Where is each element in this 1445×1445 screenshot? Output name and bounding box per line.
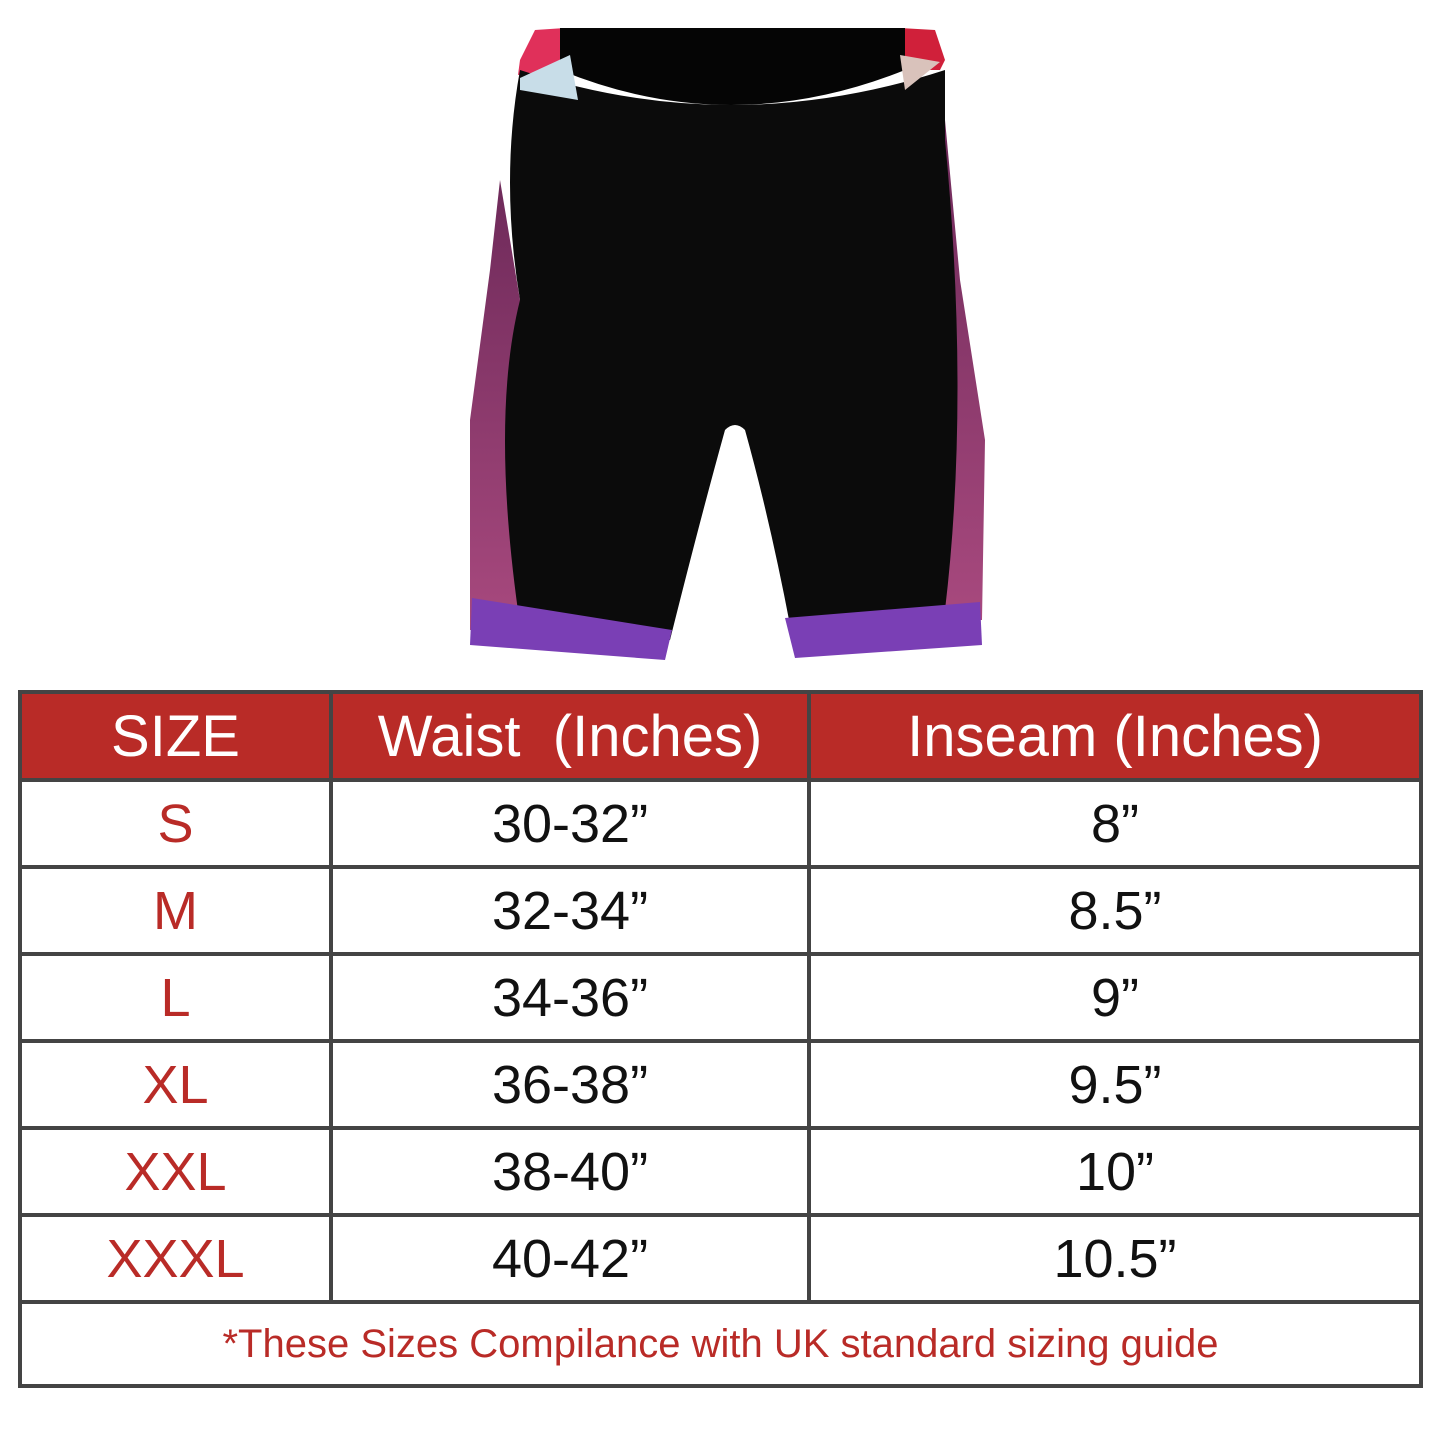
inseam-cell: 8.5” bbox=[807, 865, 1423, 956]
inseam-cell: 9.5” bbox=[807, 1039, 1423, 1130]
hem-left bbox=[470, 598, 672, 660]
header-size: SIZE bbox=[18, 690, 333, 782]
footnote-row: *These Sizes Compilance with UK standard… bbox=[18, 1300, 1423, 1388]
table-row: XXXL 40-42” 10.5” bbox=[18, 1213, 1423, 1304]
table-header-row: SIZE Waist (Inches) Inseam (Inches) bbox=[18, 690, 1423, 782]
size-cell: S bbox=[18, 778, 333, 869]
size-cell: XXL bbox=[18, 1126, 333, 1217]
side-panel-left bbox=[470, 180, 520, 630]
inseam-cell: 10.5” bbox=[807, 1213, 1423, 1304]
size-cell: L bbox=[18, 952, 333, 1043]
inseam-cell: 10” bbox=[807, 1126, 1423, 1217]
size-chart-table: SIZE Waist (Inches) Inseam (Inches) S 30-… bbox=[18, 690, 1423, 1388]
size-cell: XL bbox=[18, 1039, 333, 1130]
waist-lining-right bbox=[900, 55, 940, 90]
table-row: S 30-32” 8” bbox=[18, 778, 1423, 869]
waist-cell: 40-42” bbox=[329, 1213, 811, 1304]
waist-cell: 36-38” bbox=[329, 1039, 811, 1130]
waist-lining-left bbox=[520, 55, 578, 100]
table-row: M 32-34” 8.5” bbox=[18, 865, 1423, 956]
size-cell: M bbox=[18, 865, 333, 956]
waist-cell: 34-36” bbox=[329, 952, 811, 1043]
waist-cell: 30-32” bbox=[329, 778, 811, 869]
size-cell: XXXL bbox=[18, 1213, 333, 1304]
hem-right bbox=[785, 602, 982, 658]
inseam-cell: 8” bbox=[807, 778, 1423, 869]
table-row: L 34-36” 9” bbox=[18, 952, 1423, 1043]
table-row: XXL 38-40” 10” bbox=[18, 1126, 1423, 1217]
waist-cell: 32-34” bbox=[329, 865, 811, 956]
table-row: XL 36-38” 9.5” bbox=[18, 1039, 1423, 1130]
cycling-shorts-image bbox=[470, 28, 985, 660]
inseam-cell: 9” bbox=[807, 952, 1423, 1043]
waist-cell: 38-40” bbox=[329, 1126, 811, 1217]
shorts-body bbox=[505, 70, 958, 640]
footnote: *These Sizes Compilance with UK standard… bbox=[18, 1300, 1423, 1388]
waistband bbox=[560, 28, 905, 105]
header-waist: Waist (Inches) bbox=[329, 690, 811, 782]
header-inseam: Inseam (Inches) bbox=[807, 690, 1423, 782]
